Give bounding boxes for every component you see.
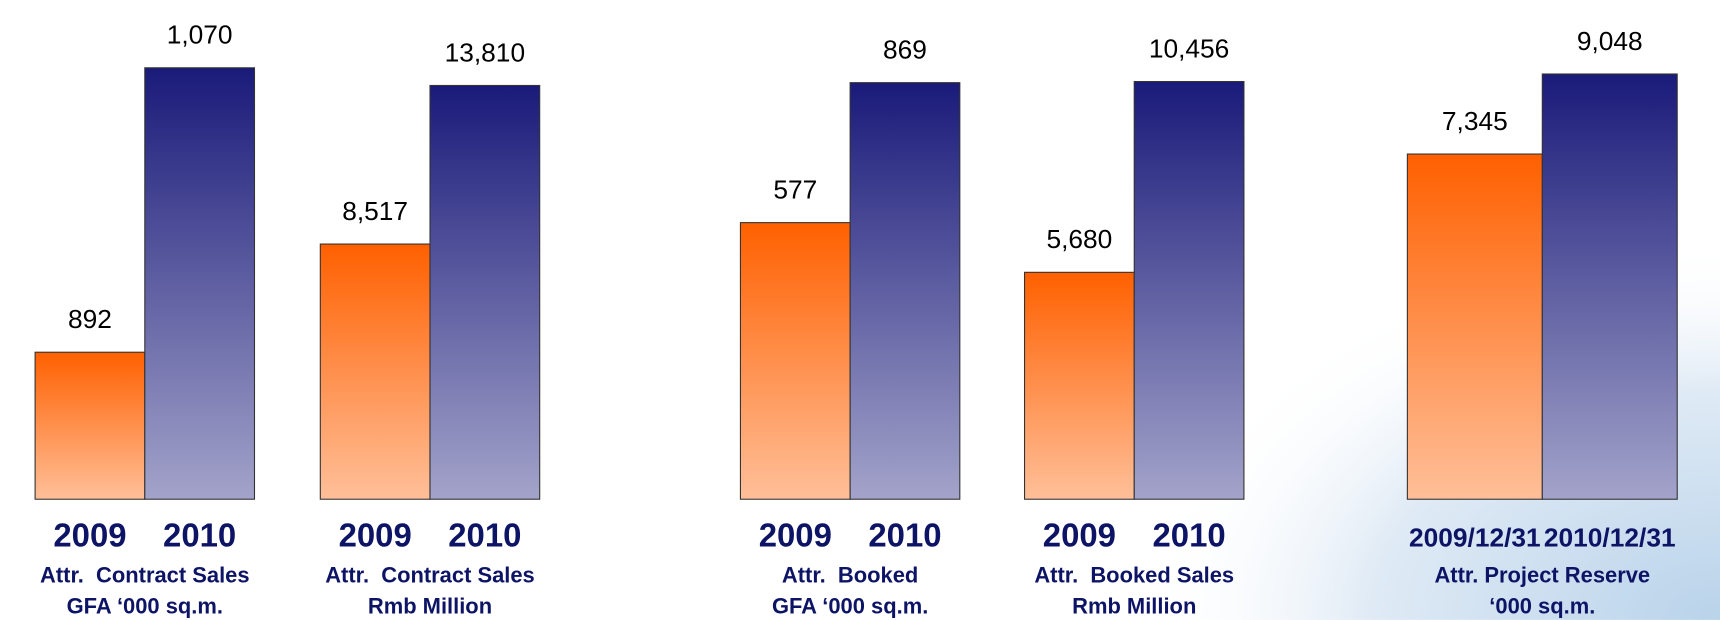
bar [1406, 153, 1543, 500]
bar [144, 67, 256, 500]
bar [319, 243, 431, 500]
category-label: 2010 [1152, 516, 1225, 553]
bar [34, 351, 146, 500]
caption: Attr. Contract Sales [325, 563, 535, 588]
category-label: 2009/12/31 [1409, 522, 1541, 552]
caption: GFA ‘000 sq.m. [67, 593, 223, 618]
caption: Rmb Million [368, 593, 492, 618]
category-label: 2009 [339, 516, 412, 553]
value-label: 9,048 [1577, 26, 1643, 56]
bar [1133, 80, 1245, 500]
value-label: 1,070 [167, 20, 233, 50]
category-label: 2009 [759, 516, 832, 553]
bar [1541, 73, 1678, 500]
value-label: 892 [68, 304, 112, 334]
value-label: 13,810 [445, 37, 525, 67]
bar [429, 84, 541, 500]
caption: ‘000 sq.m. [1489, 593, 1595, 618]
caption: Attr. Project Reserve [1434, 563, 1650, 588]
value-label: 8,517 [342, 196, 408, 226]
category-label: 2009 [1043, 516, 1116, 553]
caption: Attr. Booked Sales [1034, 563, 1234, 588]
value-label: 577 [773, 174, 817, 204]
caption: Rmb Million [1072, 593, 1196, 618]
category-label: 2009 [53, 516, 126, 553]
bar [1023, 271, 1135, 500]
caption: Attr. Booked [782, 563, 918, 588]
value-label: 10,456 [1149, 33, 1229, 63]
category-label: 2010 [448, 516, 521, 553]
category-label: 2010 [868, 516, 941, 553]
caption: GFA ‘000 sq.m. [772, 593, 928, 618]
value-label: 5,680 [1046, 224, 1112, 254]
category-label: 2010/12/31 [1544, 522, 1676, 552]
bar [849, 82, 961, 500]
bar [739, 222, 851, 500]
caption: Attr. Contract Sales [40, 563, 250, 588]
category-label: 2010 [163, 516, 236, 553]
value-label: 869 [883, 35, 927, 65]
value-label: 7,345 [1442, 106, 1508, 136]
